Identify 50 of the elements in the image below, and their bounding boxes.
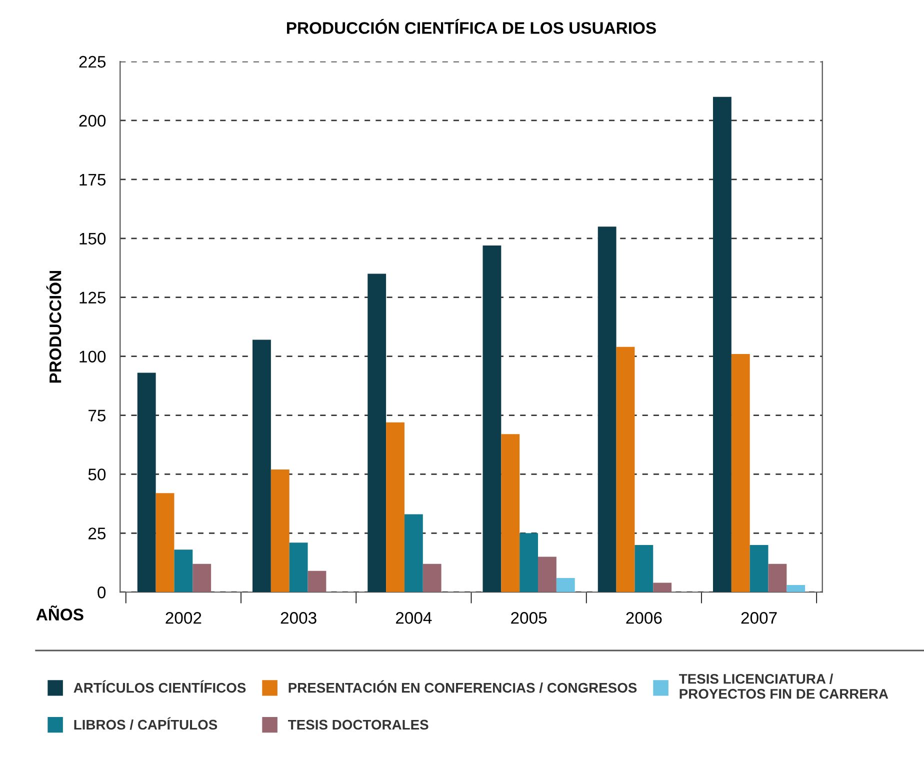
legend-label: TESIS LICENCIATURA / PROYECTOS FIN DE CARRERA: [679, 674, 888, 699]
y-tick-label: 225: [79, 56, 106, 68]
legend-label: TESIS DOCTORALES: [288, 720, 428, 730]
bar: [731, 354, 750, 592]
y-tick-label: 75: [88, 410, 106, 422]
bar: [174, 550, 193, 592]
bar: [252, 340, 271, 592]
x-tick-label: 2002: [166, 612, 202, 624]
y-tick-label: 175: [80, 174, 106, 186]
bar: [137, 372, 156, 592]
x-tick-label: 2005: [511, 612, 547, 624]
y-tick-label: 0: [98, 586, 106, 598]
bar: [634, 544, 654, 592]
bar: [786, 585, 806, 592]
y-tick-label: 50: [88, 468, 106, 480]
bar: [768, 564, 787, 592]
x-tick-label: 2006: [626, 612, 662, 624]
legend-label: ARTÍCULOS CIENTÍFICOS: [74, 680, 246, 693]
y-tick-label: 150: [80, 232, 106, 245]
y-tick-label: 125: [80, 292, 106, 304]
bar: [750, 544, 768, 592]
y-tick-label: 100: [80, 350, 106, 363]
bar: [270, 470, 290, 592]
bar: [556, 578, 575, 592]
y-axis-title: PRODUCCIÓN: [46, 271, 62, 383]
x-tick-label: 2004: [396, 612, 432, 624]
bar: [404, 514, 423, 592]
bar: [422, 564, 442, 592]
bar: [192, 564, 212, 592]
bar: [653, 582, 672, 592]
bar: [482, 245, 502, 592]
bar: [598, 226, 616, 592]
bar: [308, 570, 326, 592]
bar: [289, 542, 308, 592]
y-tick-label: 25: [88, 528, 106, 540]
bar: [520, 533, 538, 592]
x-tick-label: 2007: [741, 612, 777, 624]
bar: [156, 493, 174, 592]
chart-title: PRODUCCIÓN CIENTÍFICA DE LOS USUARIOS: [287, 18, 656, 34]
x-axis-title: AÑOS: [36, 605, 84, 620]
legend-label: LIBROS / CAPÍTULOS: [74, 717, 218, 730]
bar: [386, 422, 404, 592]
y-tick-label: 200: [79, 114, 106, 127]
bar: [368, 274, 386, 592]
bar: [712, 96, 732, 592]
bar: [501, 434, 520, 592]
x-tick-label: 2003: [280, 612, 316, 624]
legend-label: PRESENTACIÓN EN CONFERENCIAS / CONGRESOS: [288, 680, 637, 693]
bar: [616, 346, 635, 592]
bar: [538, 556, 556, 592]
